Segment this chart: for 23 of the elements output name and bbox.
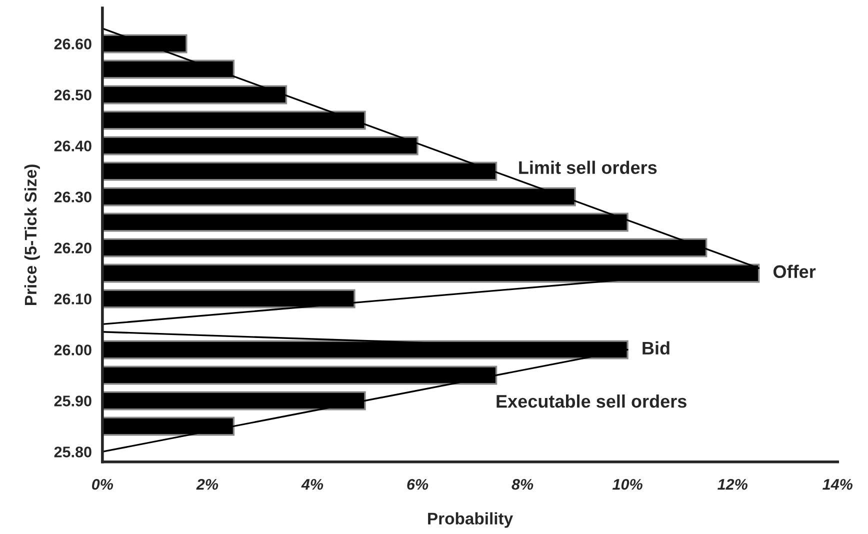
- y-tick-label: 26.50: [54, 90, 92, 100]
- y-tick-label: 26.10: [54, 294, 92, 304]
- annotation: Executable sell orders: [496, 394, 686, 408]
- x-axis-title: Probability: [428, 512, 513, 528]
- y-tick-label: 26.30: [54, 192, 92, 202]
- y-tick-label: 25.90: [54, 396, 92, 406]
- y-tick-label: 26.00: [54, 344, 92, 356]
- x-tick-label: 8%: [512, 478, 534, 490]
- annotation: Limit sell orders: [519, 160, 657, 174]
- y-tick-label: 26.20: [54, 242, 92, 254]
- annotation: Offer: [773, 264, 816, 278]
- x-tick-label: 10%: [612, 478, 642, 490]
- y-tick-label: 26.40: [54, 140, 92, 152]
- x-tick-label: 12%: [718, 478, 748, 490]
- x-tick-label: 14%: [822, 479, 852, 490]
- y-tick-label: 25.80: [54, 446, 92, 458]
- x-tick-label: 0%: [92, 478, 114, 490]
- x-tick-label: 2%: [196, 478, 218, 490]
- x-tick-label: 4%: [301, 479, 324, 490]
- y-axis-title: Price (5-Tick Size): [24, 164, 40, 306]
- y-tick-label: 26.60: [54, 38, 92, 50]
- x-tick-label: 6%: [407, 478, 428, 490]
- annotation: Bid: [642, 341, 670, 355]
